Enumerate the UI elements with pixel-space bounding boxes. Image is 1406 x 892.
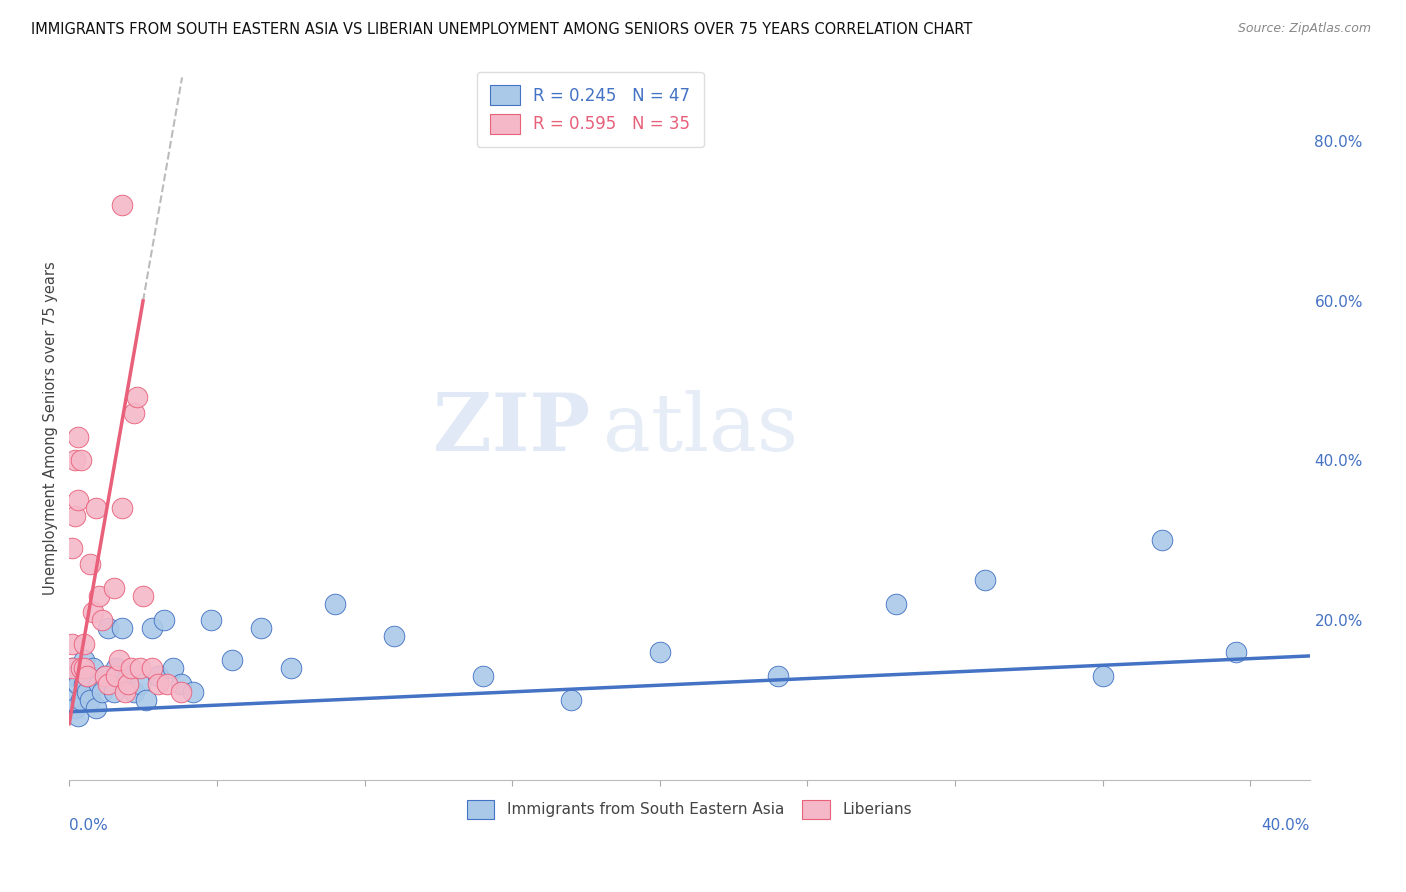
Point [76,669,98,683]
Point [82,661,104,675]
Point [76,669,98,683]
Text: ZIP: ZIP [433,390,591,467]
Point [152,613,174,627]
Point [67,493,90,508]
Point [97,621,120,635]
Point [146,669,169,683]
Point [90,685,112,699]
Point [76,685,98,699]
Point [117,677,139,691]
Point [156,677,179,691]
Point [60,637,83,651]
Point [97,677,120,691]
Text: IMMIGRANTS FROM SOUTH EASTERN ASIA VS LIBERIAN UNEMPLOYMENT AMONG SENIORS OVER 7: IMMIGRANTS FROM SOUTH EASTERN ASIA VS LI… [31,22,973,37]
Point [111,198,134,212]
Point [122,685,145,699]
Point [73,661,96,675]
Point [79,693,101,707]
Point [111,621,134,635]
Point [103,685,125,699]
Point [146,677,169,691]
Point [120,661,142,675]
Point [87,677,110,691]
Point [84,501,107,516]
Point [63,701,86,715]
Point [93,669,115,683]
Point [70,661,93,675]
Point [1091,669,1114,683]
Point [560,693,582,707]
Point [60,541,83,556]
Point [117,669,139,683]
Point [73,677,96,691]
Point [132,589,155,603]
Point [79,557,101,571]
Point [648,645,671,659]
Point [129,661,152,675]
Point [70,661,93,675]
Point [170,685,193,699]
Point [73,637,96,651]
Point [122,406,145,420]
Point [141,661,163,675]
Point [250,621,273,635]
Point [108,653,131,667]
Point [111,501,134,516]
Text: 0.0%: 0.0% [69,818,108,833]
Point [1150,533,1173,548]
Text: 40.0%: 40.0% [1261,818,1309,833]
Text: Source: ZipAtlas.com: Source: ZipAtlas.com [1237,22,1371,36]
Point [90,613,112,627]
Point [170,677,193,691]
Point [60,661,83,675]
Point [323,597,346,611]
Legend: Immigrants from South Eastern Asia, Liberians: Immigrants from South Eastern Asia, Libe… [461,794,918,824]
Point [67,708,90,723]
Point [84,701,107,715]
Point [973,573,995,587]
Point [1225,645,1247,659]
Point [162,661,184,675]
Point [70,453,93,467]
Point [60,693,83,707]
Point [129,677,152,691]
Point [63,453,86,467]
Point [67,677,90,691]
Point [105,669,128,683]
Point [67,429,90,443]
Point [103,581,125,595]
Point [141,621,163,635]
Y-axis label: Unemployment Among Seniors over 75 years: Unemployment Among Seniors over 75 years [44,261,58,595]
Point [382,629,405,643]
Point [82,605,104,619]
Point [200,613,222,627]
Point [87,589,110,603]
Point [105,661,128,675]
Point [73,653,96,667]
Point [63,669,86,683]
Point [280,661,302,675]
Point [181,685,204,699]
Point [70,693,93,707]
Point [766,669,789,683]
Point [114,685,136,699]
Point [127,390,149,404]
Point [93,669,115,683]
Point [63,509,86,524]
Point [471,669,494,683]
Text: atlas: atlas [603,390,797,467]
Point [221,653,243,667]
Point [60,661,83,675]
Point [135,693,157,707]
Point [884,597,907,611]
